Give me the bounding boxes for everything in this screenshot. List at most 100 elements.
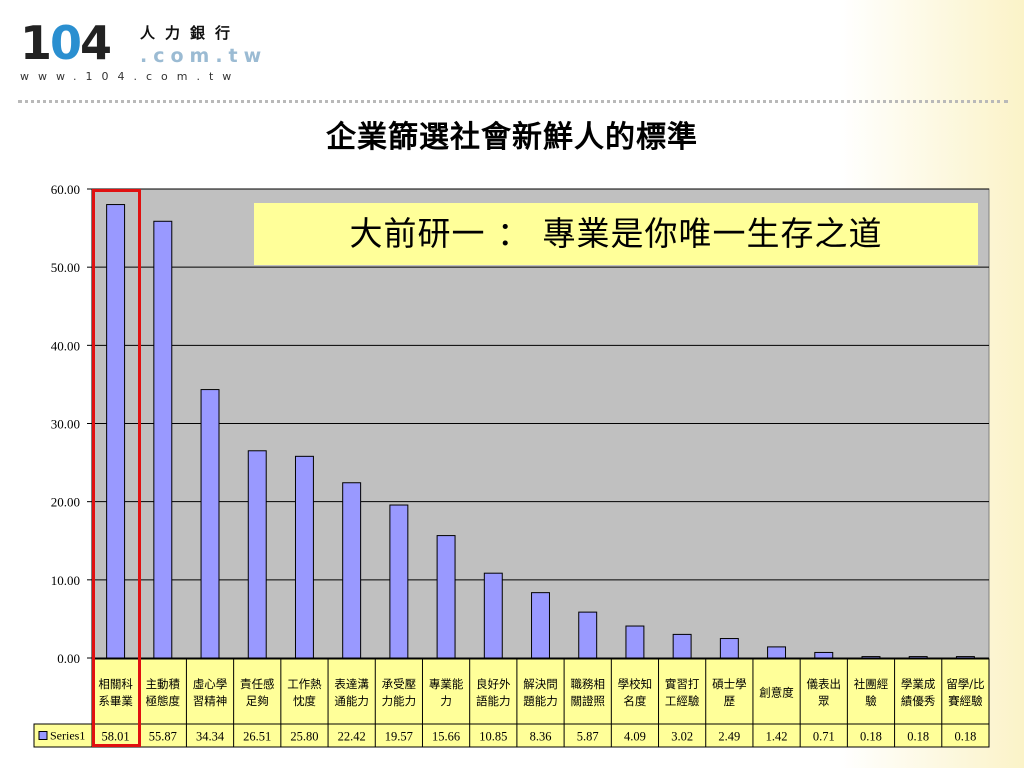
data-value-cell: 10.85 xyxy=(479,730,507,744)
highlight-box xyxy=(92,189,141,747)
category-label: 力 xyxy=(440,694,452,708)
data-value-cell: 0.18 xyxy=(860,730,882,744)
category-label: 虛心學 xyxy=(193,677,228,691)
category-label: 通能力 xyxy=(334,694,369,708)
category-label: 關證照 xyxy=(570,694,605,708)
legend-key xyxy=(38,731,48,740)
category-label: 忱度 xyxy=(293,694,316,708)
y-tick-label: 20.00 xyxy=(51,495,80,510)
data-value-cell: 3.02 xyxy=(671,730,693,744)
data-value-cell: 2.49 xyxy=(718,730,740,744)
table-header-row xyxy=(91,658,990,725)
y-tick-label: 30.00 xyxy=(51,417,80,432)
bar xyxy=(389,504,409,659)
bar xyxy=(247,450,267,659)
data-value-cell: 22.42 xyxy=(338,730,366,744)
logo-url: www.104.com.tw xyxy=(20,70,241,83)
category-label: 歷 xyxy=(724,694,736,708)
category-label: 學校知 xyxy=(618,677,653,691)
category-label: 驗 xyxy=(865,694,877,708)
y-tick-label: 60.00 xyxy=(51,182,80,197)
category-label: 工作熱 xyxy=(287,677,322,691)
plot-area xyxy=(91,188,990,659)
bar xyxy=(436,535,456,659)
category-label: 題能力 xyxy=(523,694,558,708)
category-label: 賽經驗 xyxy=(948,694,983,708)
bar xyxy=(861,656,881,659)
bar xyxy=(719,638,739,659)
category-label: 承受壓 xyxy=(382,677,417,691)
data-value-cell: 0.71 xyxy=(813,730,835,744)
bar xyxy=(672,633,692,659)
category-label: 主動積 xyxy=(146,677,181,691)
data-value-cell: 25.80 xyxy=(290,730,318,744)
category-label: 力能力 xyxy=(382,694,417,708)
bar xyxy=(814,651,834,659)
data-value-cell: 26.51 xyxy=(243,730,271,744)
category-label: 社團經 xyxy=(854,677,889,691)
category-label: 習精神 xyxy=(193,694,228,708)
data-value-cell: 15.66 xyxy=(432,730,460,744)
category-label: 相關科 xyxy=(98,677,133,691)
category-label: 眾 xyxy=(818,694,830,708)
bars xyxy=(106,204,975,659)
y-tick-label: 10.00 xyxy=(51,573,80,588)
category-label: 極態度 xyxy=(146,694,181,708)
data-value-cell: 58.01 xyxy=(102,730,130,744)
bar xyxy=(955,656,975,659)
bar xyxy=(483,572,503,659)
data-value-cell: 55.87 xyxy=(149,730,177,744)
bar xyxy=(767,646,787,659)
legend-series-name: Series1 xyxy=(50,729,85,743)
data-value-cell: 5.87 xyxy=(577,730,599,744)
category-label: 工經驗 xyxy=(665,694,700,708)
bar xyxy=(200,389,220,659)
y-tick-label: 50.00 xyxy=(51,260,80,275)
data-value-cell: 19.57 xyxy=(385,730,413,744)
y-axis: 0.00 10.00 20.00 30.00 40.00 50.00 60.00 xyxy=(51,182,93,666)
category-label: 名度 xyxy=(623,694,646,708)
data-value-cell: 1.42 xyxy=(766,730,788,744)
bar xyxy=(908,656,928,659)
data-value-cell: 0.18 xyxy=(907,730,929,744)
bar xyxy=(106,204,126,659)
category-label: 專業能 xyxy=(429,677,464,691)
data-value-cell: 0.18 xyxy=(954,730,976,744)
bar xyxy=(342,482,362,659)
category-label: 留學/比 xyxy=(946,677,984,691)
bar xyxy=(625,625,645,659)
data-value-cell: 8.36 xyxy=(530,730,552,744)
data-value-cell: 4.09 xyxy=(624,730,646,744)
bar xyxy=(578,611,598,659)
y-tick-label: 40.00 xyxy=(51,338,80,353)
logo-number: 104 xyxy=(20,16,112,70)
category-label: 系畢業 xyxy=(98,694,133,708)
category-label: 儀表出 xyxy=(807,677,842,691)
category-label: 實習打 xyxy=(665,677,700,691)
category-label: 良好外 xyxy=(476,677,511,691)
category-label: 學業成 xyxy=(901,677,936,691)
category-label: 語能力 xyxy=(476,694,511,708)
bar xyxy=(153,220,173,659)
category-label: 責任感 xyxy=(240,677,275,691)
logo-104: 104 人力銀行 .com.tw www.104.com.tw xyxy=(18,16,268,86)
callout-quote: 大前研一 ： 專業是你唯一生存之道 xyxy=(254,203,978,265)
bar xyxy=(531,592,550,659)
logo-domain: .com.tw xyxy=(140,45,268,67)
data-value-cell: 34.34 xyxy=(196,730,225,744)
category-label: 足夠 xyxy=(246,694,269,708)
category-label: 績優秀 xyxy=(901,694,936,708)
bar xyxy=(294,455,314,659)
header-divider xyxy=(18,100,1008,103)
category-label: 創意度 xyxy=(759,686,794,700)
slide-title: 企業篩選社會新鮮人的標準 xyxy=(326,120,698,155)
logo-chinese-name: 人力銀行 xyxy=(140,24,241,42)
y-tick-label: 0.00 xyxy=(57,651,80,666)
category-label: 解決問 xyxy=(523,677,558,691)
category-label: 職務相 xyxy=(570,677,605,691)
category-label: 表達溝 xyxy=(334,677,369,691)
table-value-row xyxy=(33,723,990,748)
category-label: 碩士學 xyxy=(712,677,747,691)
